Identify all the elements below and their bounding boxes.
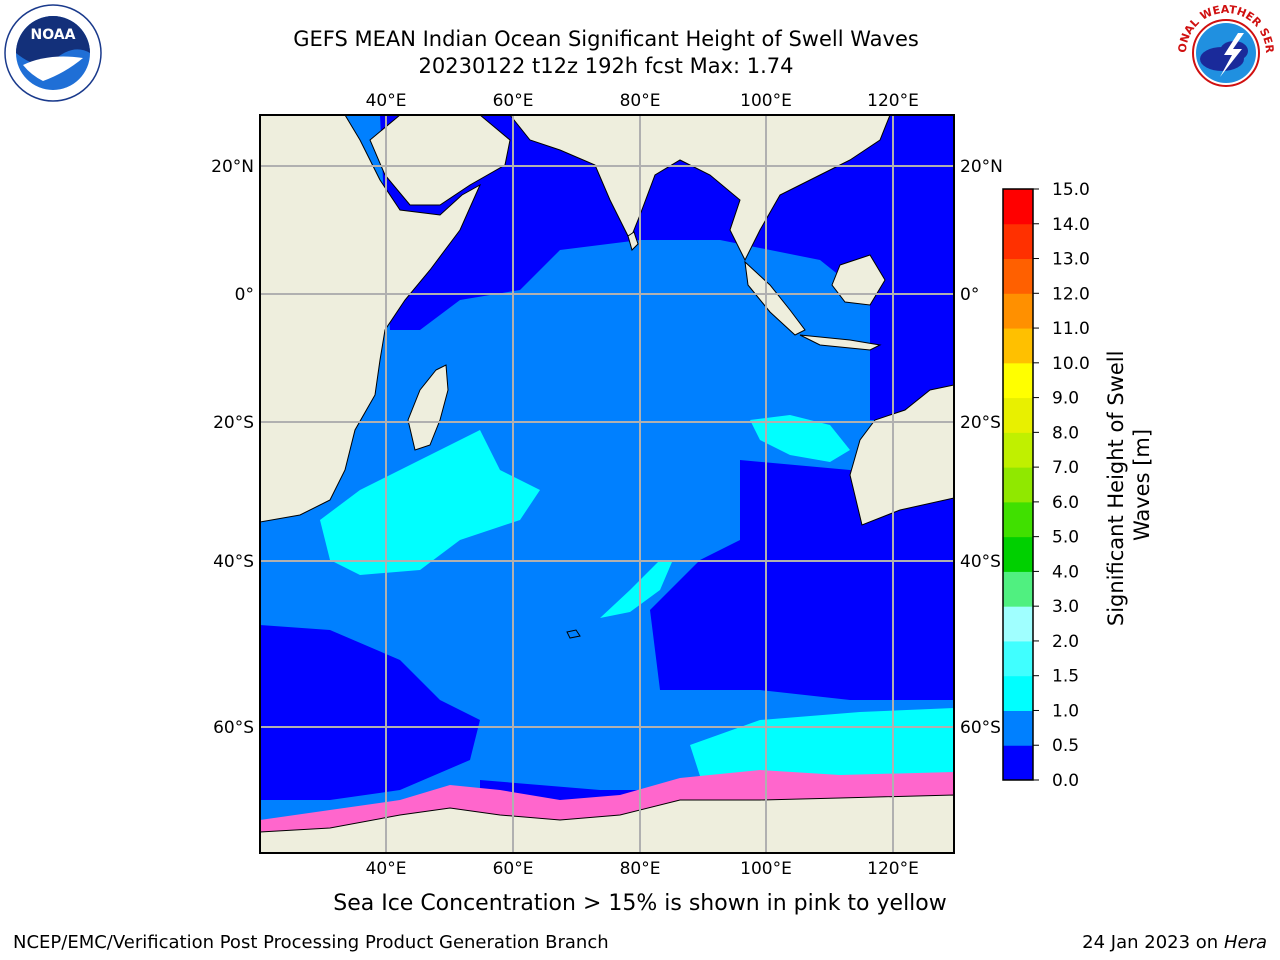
colorbar-tick-label: 0.5 — [1052, 736, 1079, 756]
noaa-logo: NOAA — [4, 4, 102, 102]
colorbar-tick-label: 10.0 — [1052, 354, 1090, 374]
footer-host: Hera — [1223, 932, 1267, 953]
colorbar-swatch — [1003, 362, 1033, 399]
colorbar-tick-label: 3.0 — [1052, 597, 1079, 617]
colorbar-swatch — [1003, 675, 1033, 711]
colorbar-tick-label: 4.0 — [1052, 562, 1079, 582]
noaa-logo-text: NOAA — [31, 27, 76, 43]
swell-field-high-east — [750, 415, 850, 462]
colorbar-tick-label: 14.0 — [1052, 215, 1090, 235]
colorbar-tick-label: 0.0 — [1052, 771, 1079, 791]
lat-tick-right-20s: 20°S — [960, 413, 1001, 433]
colorbar-label-line1: Significant Height of Swell — [1104, 351, 1128, 627]
swell-field-high-west — [320, 430, 540, 575]
lat-tick-right-0: 0° — [960, 285, 979, 305]
map-frame — [259, 114, 955, 854]
lat-tick-left-0: 0° — [235, 285, 254, 305]
svg-text:Significant Height of Swell: Significant Height of Swell Waves [m] — [1104, 344, 1154, 626]
lat-tick-left-60s: 60°S — [213, 718, 254, 738]
colorbar-swatch — [1003, 536, 1033, 572]
land-madagascar — [407, 364, 449, 451]
colorbar-tick-label: 1.0 — [1052, 701, 1079, 721]
swell-field-high-central — [600, 560, 672, 618]
lon-tick-bottom-100e: 100°E — [740, 859, 792, 879]
lat-tick-left-20s: 20°S — [213, 413, 254, 433]
footer-date: 24 Jan 2023 on Hera — [1082, 932, 1267, 953]
map-title: GEFS MEAN Indian Ocean Significant Heigh… — [293, 27, 919, 51]
lat-tick-left-20n: 20°N — [211, 157, 254, 177]
colorbar-frame — [1002, 188, 1034, 781]
colorbar-swatch — [1003, 258, 1033, 294]
lat-tick-right-40s: 40°S — [960, 552, 1001, 572]
lat-tick-right-20n: 20°N — [960, 157, 1003, 177]
sea-ice-caption: Sea Ice Concentration > 15% is shown in … — [333, 891, 947, 916]
sea-ice-fringe — [260, 770, 954, 832]
colorbar-tick-label: 2.0 — [1052, 632, 1079, 652]
map-area — [260, 115, 954, 853]
lon-tick-top-120e: 120°E — [867, 91, 919, 111]
colorbar-swatch — [1003, 640, 1033, 677]
colorbar-swatch — [1003, 293, 1033, 329]
colorbar-tick-label: 8.0 — [1052, 423, 1079, 443]
swell-field-low-southeast — [650, 460, 954, 700]
land-africa — [260, 115, 482, 523]
colorbar-tick-label: 1.5 — [1052, 667, 1079, 687]
lon-tick-top-100e: 100°E — [740, 91, 792, 111]
lon-tick-bottom-40e: 40°E — [366, 859, 407, 879]
colorbar-tick-label: 11.0 — [1052, 319, 1090, 339]
gridlines — [260, 115, 954, 853]
colorbar-swatch — [1003, 606, 1033, 642]
lon-tick-bottom-60e: 60°E — [493, 859, 534, 879]
land-arabia — [369, 115, 511, 206]
lat-tick-left-40s: 40°S — [213, 552, 254, 572]
lon-tick-bottom-80e: 80°E — [620, 859, 661, 879]
colorbar-swatch — [1003, 432, 1033, 468]
colorbar-tick-label: 5.0 — [1052, 528, 1079, 548]
land-java — [799, 334, 882, 351]
colorbar-swatch — [1003, 501, 1033, 538]
colorbar-swatch — [1003, 710, 1033, 746]
colorbar-tick-label: 12.0 — [1052, 284, 1090, 304]
land-australia — [849, 384, 954, 526]
colorbar-tick-label: 9.0 — [1052, 389, 1079, 409]
colorbar-swatch — [1003, 467, 1033, 503]
colorbar-tick-label: 7.0 — [1052, 458, 1079, 478]
lat-tick-right-60s: 60°S — [960, 718, 1001, 738]
colorbar-tick-label: 6.0 — [1052, 493, 1079, 513]
lon-tick-bottom-120e: 120°E — [867, 859, 919, 879]
lon-tick-top-40e: 40°E — [366, 91, 407, 111]
colorbar-swatch — [1003, 397, 1033, 433]
lon-tick-top-60e: 60°E — [493, 91, 534, 111]
colorbar-swatch — [1003, 745, 1033, 781]
colorbar-swatch — [1003, 571, 1033, 607]
swell-field-low-southwest — [260, 625, 480, 800]
colorbar-tick-label: 13.0 — [1052, 250, 1090, 270]
colorbar-swatch — [1003, 223, 1033, 260]
lon-tick-top-80e: 80°E — [620, 91, 661, 111]
land-sri-lanka — [627, 231, 639, 251]
nws-logo: NATIONAL WEATHER SERVICE — [1176, 3, 1276, 101]
footer-date-text: 24 Jan 2023 on — [1082, 932, 1219, 953]
colorbar-swatch — [1003, 328, 1033, 364]
colorbar-tick-label: 15.0 — [1052, 180, 1090, 200]
colorbar-label-line2: Waves [m] — [1130, 429, 1154, 541]
footer-credit: NCEP/EMC/Verification Post Processing Pr… — [13, 932, 609, 953]
land-sumatra — [744, 260, 806, 336]
land-borneo — [831, 254, 886, 306]
map-subtitle: 20230122 t12z 192h fcst Max: 1.74 — [418, 54, 794, 78]
land-asia — [509, 115, 891, 262]
colorbar-swatch — [1003, 189, 1033, 225]
land-antarctica — [260, 794, 954, 853]
colorbar: 0.0 0.5 1.0 1.5 2.0 3.0 4.0 5.0 6.0 7.0 8.0 9.0 10.0… — [1002, 180, 1090, 791]
land-kerguelen — [566, 629, 581, 639]
